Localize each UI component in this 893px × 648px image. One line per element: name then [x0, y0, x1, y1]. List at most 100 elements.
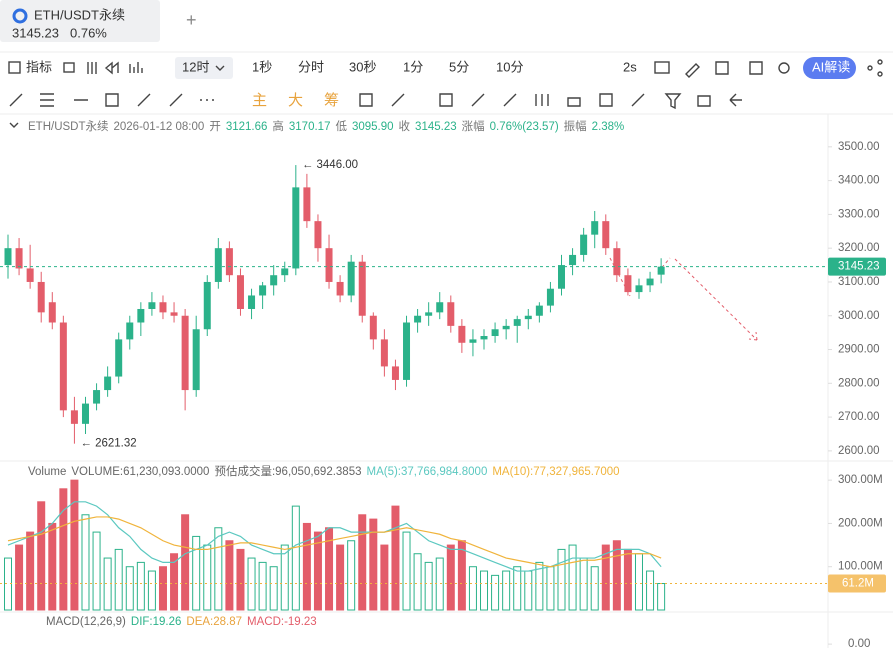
legend-text: 3095.90: [352, 121, 394, 133]
y-tick-label: 2600.00: [838, 445, 880, 457]
interval-option[interactable]: 1分: [403, 59, 423, 74]
candle-body: [447, 302, 455, 326]
candle-body: [4, 248, 12, 266]
legend-text: ETH/USDT永续: [28, 119, 109, 133]
candle-body: [59, 322, 67, 411]
candle-body: [491, 329, 499, 337]
candle-body: [126, 322, 134, 340]
volume-bar: [579, 557, 588, 611]
candle-body: [480, 336, 488, 340]
candle-body: [336, 281, 344, 296]
legend-text: 涨幅: [462, 120, 485, 133]
volume-bar: [214, 527, 223, 611]
volume-bar: [568, 544, 577, 611]
volume-bar: [192, 535, 201, 611]
volume-bar: [48, 522, 57, 611]
volume-bar: [435, 557, 444, 611]
interval-option[interactable]: 分时: [298, 59, 324, 74]
candle-body: [624, 275, 632, 293]
volume-bar: [601, 544, 610, 611]
candle-body: [347, 261, 355, 296]
legend-text: MA(5):37,766,984.8000: [367, 466, 488, 478]
tool[interactable]: 主: [252, 92, 267, 109]
toolbar-icons[interactable]: [63, 61, 143, 75]
volume-bar: [280, 544, 289, 611]
ai-button[interactable]: [803, 57, 856, 79]
interval-selected[interactable]: [175, 57, 233, 79]
volume-bar: [302, 522, 311, 611]
volume-bar: [37, 501, 46, 611]
candle-body: [248, 295, 256, 309]
icon[interactable]: [8, 61, 21, 74]
y-tick-label: 3200.00: [838, 242, 880, 254]
interval-option[interactable]: 5分: [449, 59, 469, 74]
volume-bar: [657, 583, 666, 611]
y-tick-label: 3400.00: [838, 175, 880, 187]
candle-body: [159, 302, 167, 313]
volume-bar: [181, 514, 190, 611]
legend-text: MACD:-19.23: [247, 616, 317, 628]
legend-text: VOLUME:61,230,093.0000: [71, 466, 209, 478]
share-icon[interactable]: [867, 59, 883, 77]
legend-text: 2026-01-12 08:00: [114, 121, 205, 133]
volume-bar: [26, 531, 35, 611]
volume-bar: [236, 548, 245, 611]
tool[interactable]: 大: [288, 92, 303, 109]
toolbar-icons[interactable]: [654, 61, 790, 78]
candle-body: [369, 315, 377, 340]
candle-body: [546, 288, 554, 306]
interval-option[interactable]: 30秒: [349, 59, 376, 74]
volume-bar: [524, 570, 533, 611]
add-tab[interactable]: +: [186, 10, 197, 30]
candle-body: [403, 322, 411, 380]
indicator-button[interactable]: 指标: [26, 59, 52, 74]
interval[interactable]: 12时: [182, 59, 209, 74]
volume-bar: [502, 570, 511, 611]
volume-bar: [424, 561, 433, 611]
volume-bar: [513, 566, 522, 611]
volume-bar: [225, 540, 234, 611]
legend-text: 3170.17: [289, 121, 331, 133]
candle-body: [93, 390, 101, 404]
volume-bar: [457, 540, 466, 611]
volume-bar: [557, 548, 566, 611]
volume-bar: [535, 561, 544, 611]
tool[interactable]: 筹: [324, 92, 339, 109]
volume-bar: [612, 540, 621, 611]
ai-label[interactable]: AI解读: [812, 59, 850, 74]
volume-bar: [380, 544, 389, 611]
dropdown-icon: [215, 65, 225, 71]
interval-option[interactable]: 1秒: [252, 59, 272, 74]
interval-option[interactable]: 10分: [496, 59, 523, 74]
tab-price: 3145.23: [12, 25, 59, 40]
volume-bar: [590, 566, 599, 611]
volume-bar: [158, 566, 167, 611]
candle-body: [214, 248, 222, 282]
refresh-rate[interactable]: 2s: [623, 59, 637, 74]
drawing-icons[interactable]: [9, 93, 742, 110]
last-volume-box: [828, 574, 886, 593]
candle-body: [580, 234, 588, 255]
y-tick-label: 3000.00: [838, 310, 880, 322]
candle-body: [203, 281, 211, 330]
candle-body: [502, 325, 510, 330]
tab[interactable]: [0, 0, 160, 42]
y-tick-label: 200.00M: [838, 517, 883, 529]
volume-bar: [646, 570, 655, 611]
legend-text: 收: [399, 119, 411, 133]
candle-body: [292, 187, 300, 269]
collapse-icon[interactable]: [9, 122, 19, 128]
y-tick-label: 2800.00: [838, 377, 880, 389]
last-volume-label: 61.2M: [842, 578, 874, 590]
volume-bar: [258, 561, 267, 611]
candle-body: [303, 187, 311, 222]
volume-bar: [170, 553, 179, 611]
y-tick-label: 3300.00: [838, 208, 880, 220]
volume-bar: [247, 557, 256, 611]
volume-bar: [136, 561, 145, 611]
candle-body: [70, 410, 78, 424]
volume-bar: [480, 570, 489, 611]
candle-body: [646, 278, 654, 286]
legend-text: 3145.23: [415, 121, 457, 133]
